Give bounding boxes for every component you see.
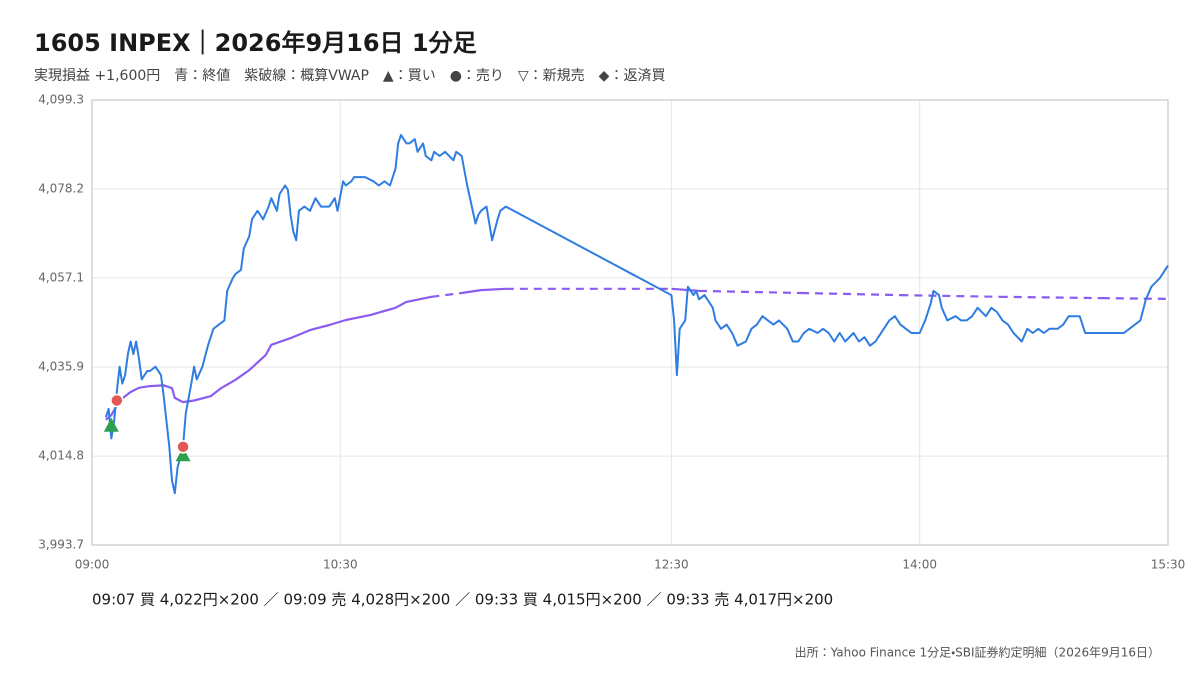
chart-subtitle: 実現損益 +1,600円 青：終値 紫破線：概算VWAP ▲：買い ●：売り ▽…: [34, 68, 665, 84]
gap-dash: [900, 293, 1000, 299]
buy-marker: [175, 447, 191, 462]
trade-summary: 09:07 買 4,022円×200 ／ 09:09 売 4,028円×200 …: [92, 591, 833, 609]
series-line: [105, 287, 1169, 421]
gap-dash: [999, 294, 1102, 301]
gap-dash: [801, 291, 901, 298]
y-tick-label: 4,099.3: [38, 93, 84, 107]
x-tick-label: 14:00: [902, 558, 937, 572]
gap-dash: [698, 288, 802, 296]
sell-marker: [176, 440, 190, 454]
gap-dash: [1101, 296, 1169, 301]
y-tick-label: 4,014.8: [38, 449, 84, 463]
source-note: 出所：Yahoo Finance 1分足・SBI証券約定明細（2026年9月16…: [795, 645, 1160, 660]
y-tick-label: 4,078.2: [38, 181, 84, 195]
x-tick-label: 12:30: [654, 558, 689, 572]
buy-marker: [103, 417, 119, 432]
series-line: [104, 134, 1169, 495]
y-tick-label: 3,993.7: [38, 538, 84, 552]
x-tick-label: 15:30: [1151, 558, 1186, 572]
x-tick-label: 09:00: [75, 558, 110, 572]
x-tick-label: 10:30: [323, 558, 358, 572]
gap-dash: [431, 291, 462, 299]
y-tick-label: 4,035.9: [38, 360, 84, 374]
plot-frame: [91, 99, 1169, 546]
y-tick-label: 4,057.1: [38, 270, 84, 284]
sell-marker: [110, 393, 124, 408]
chart-title: 1605 INPEX｜2026年9月16日 1分足: [34, 29, 477, 57]
